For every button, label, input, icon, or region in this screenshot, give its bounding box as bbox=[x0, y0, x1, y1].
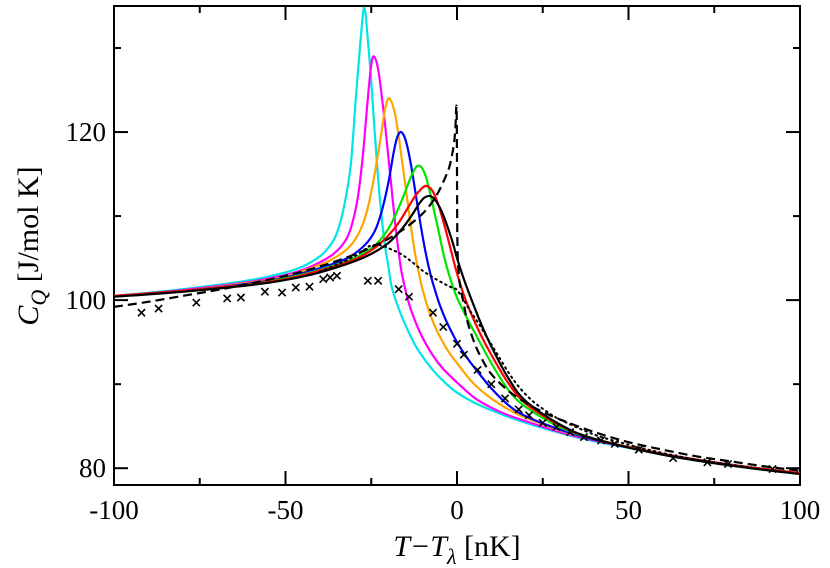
data-point-marker bbox=[291, 283, 300, 292]
data-point-marker bbox=[723, 459, 733, 469]
data-point-marker bbox=[154, 304, 163, 313]
data-point-marker bbox=[596, 436, 606, 445]
data-point-marker bbox=[373, 276, 383, 285]
data-point-marker bbox=[223, 294, 232, 303]
series-blue-line bbox=[114, 130, 800, 475]
data-point-marker bbox=[277, 288, 287, 297]
tick-labels: -100 -50 0 50 100 80 100 120 bbox=[66, 117, 821, 525]
data-point-marker bbox=[514, 405, 523, 414]
series-magenta-line bbox=[114, 55, 800, 475]
x-tick-label: 0 bbox=[450, 495, 464, 525]
data-point-marker bbox=[332, 271, 342, 280]
y-tick-label: 100 bbox=[66, 285, 107, 315]
data-point-marker bbox=[610, 439, 619, 448]
data-point-marker bbox=[137, 308, 146, 317]
y-tick-label: 120 bbox=[66, 117, 107, 147]
data-point-marker bbox=[260, 287, 270, 296]
data-point-marker bbox=[394, 285, 403, 294]
marker-layer bbox=[137, 271, 777, 474]
x-tick-label: 100 bbox=[780, 495, 821, 525]
series-experimental bbox=[137, 271, 777, 474]
data-point-marker bbox=[319, 274, 328, 284]
series-black-dotted-line bbox=[318, 243, 800, 476]
data-point-marker bbox=[552, 422, 561, 432]
data-point-marker bbox=[363, 276, 372, 285]
data-point-marker bbox=[524, 411, 534, 420]
axis-ticks bbox=[113, 6, 801, 485]
series-black-dashed-line bbox=[114, 104, 800, 472]
data-point-marker bbox=[668, 453, 678, 463]
data-point-marker bbox=[428, 308, 438, 317]
y-tick-label: 80 bbox=[79, 453, 106, 483]
series-orange-line bbox=[114, 97, 800, 475]
x-axis-label: T−Tλ [nK] bbox=[393, 530, 520, 568]
data-point-marker bbox=[325, 273, 335, 282]
series-green-line bbox=[114, 164, 800, 475]
data-point-marker bbox=[500, 394, 510, 403]
x-tick-label: -50 bbox=[268, 495, 304, 525]
data-point-marker bbox=[473, 365, 482, 375]
data-point-marker bbox=[439, 322, 448, 332]
data-point-marker bbox=[305, 282, 314, 291]
data-point-marker bbox=[459, 350, 469, 359]
data-point-marker bbox=[703, 458, 712, 467]
y-axis-label: CQ [J/mol K] bbox=[12, 166, 51, 325]
data-point-marker bbox=[538, 418, 547, 427]
series-layer bbox=[114, 6, 800, 476]
x-tick-label: 50 bbox=[615, 495, 642, 525]
data-point-marker bbox=[192, 298, 201, 307]
data-point-marker bbox=[579, 432, 589, 442]
data-point-marker bbox=[768, 464, 777, 474]
data-point-marker bbox=[452, 339, 462, 348]
data-point-marker bbox=[236, 293, 246, 302]
data-point-marker bbox=[566, 427, 575, 437]
data-point-marker bbox=[487, 379, 496, 389]
x-tick-label: -100 bbox=[89, 495, 139, 525]
data-point-marker bbox=[404, 292, 414, 301]
data-point-marker bbox=[634, 445, 643, 454]
series-black-solid-line bbox=[114, 194, 800, 476]
